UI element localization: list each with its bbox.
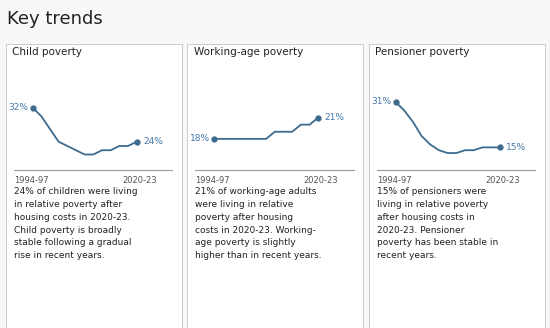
Text: 1994-97: 1994-97 (377, 176, 411, 185)
Text: 18%: 18% (190, 134, 210, 143)
Text: Pensioner poverty: Pensioner poverty (375, 47, 470, 57)
Text: 1994-97: 1994-97 (14, 176, 48, 185)
Text: 24%: 24% (143, 137, 163, 146)
Text: 2020-23: 2020-23 (485, 176, 520, 185)
Text: 31%: 31% (371, 97, 392, 106)
Text: Key trends: Key trends (7, 10, 103, 28)
Text: 2020-23: 2020-23 (122, 176, 157, 185)
Text: 32%: 32% (8, 103, 29, 112)
Text: Working-age poverty: Working-age poverty (194, 47, 303, 57)
Text: 15%: 15% (506, 143, 526, 152)
Text: 2020-23: 2020-23 (304, 176, 338, 185)
Text: 1994-97: 1994-97 (195, 176, 230, 185)
Text: 21%: 21% (324, 113, 344, 122)
Text: 15% of pensioners were
living in relative poverty
after housing costs in
2020-23: 15% of pensioners were living in relativ… (377, 187, 498, 260)
Text: 21% of working-age adults
were living in relative
poverty after housing
costs in: 21% of working-age adults were living in… (195, 187, 322, 260)
Text: 24% of children were living
in relative poverty after
housing costs in 2020-23.
: 24% of children were living in relative … (14, 187, 138, 260)
Text: Child poverty: Child poverty (12, 47, 82, 57)
